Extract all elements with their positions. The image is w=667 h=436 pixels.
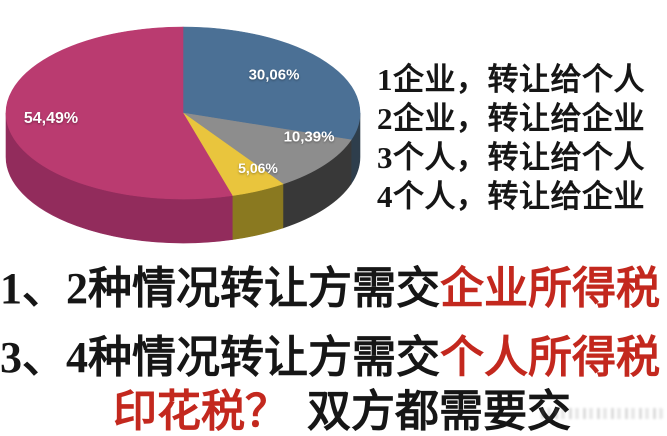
legend-item-3: 3个人，转让给个人 [377, 140, 645, 175]
legend-item-2: 2企业，转让给企业 [377, 101, 645, 136]
legend: 1企业，转让给个人 2企业，转让给企业 3个人，转让给个人 4个人，转让给企业 [377, 60, 645, 216]
note-line-1: 1、2种情况转让方需交企业所得税 [0, 265, 660, 313]
note-line-2-text: 3、4种情况转让方需交 [0, 333, 440, 382]
pie-label-slice-1: 30,06% [248, 66, 300, 84]
pie-top-slice-4 [5, 26, 233, 200]
pie-top-slice-2 [182, 112, 352, 185]
note-line-2-highlight: 个人所得税 [440, 333, 660, 382]
pie-label-slice-2: 10,39% [283, 128, 335, 146]
watermark [541, 408, 663, 419]
pie-top-slice-1 [182, 26, 361, 141]
note-line-2: 3、4种情况转让方需交个人所得税 [0, 334, 660, 382]
pie-label-slice-3: 5,06% [238, 160, 278, 176]
legend-item-4: 4个人，转让给企业 [377, 179, 645, 214]
legend-item-1: 1企业，转让给个人 [377, 62, 645, 97]
note-line-3-text: 双方都需要交 [307, 387, 571, 436]
note-line-1-text: 1、2种情况转让方需交 [0, 264, 440, 313]
note-line-1-highlight: 企业所得税 [440, 264, 660, 313]
note-line-3-highlight: 印花税？ [113, 387, 289, 436]
pie-label-slice-4: 54,49% [23, 110, 79, 127]
note-line-3: 印花税？ 双方都需要交 [113, 388, 571, 436]
